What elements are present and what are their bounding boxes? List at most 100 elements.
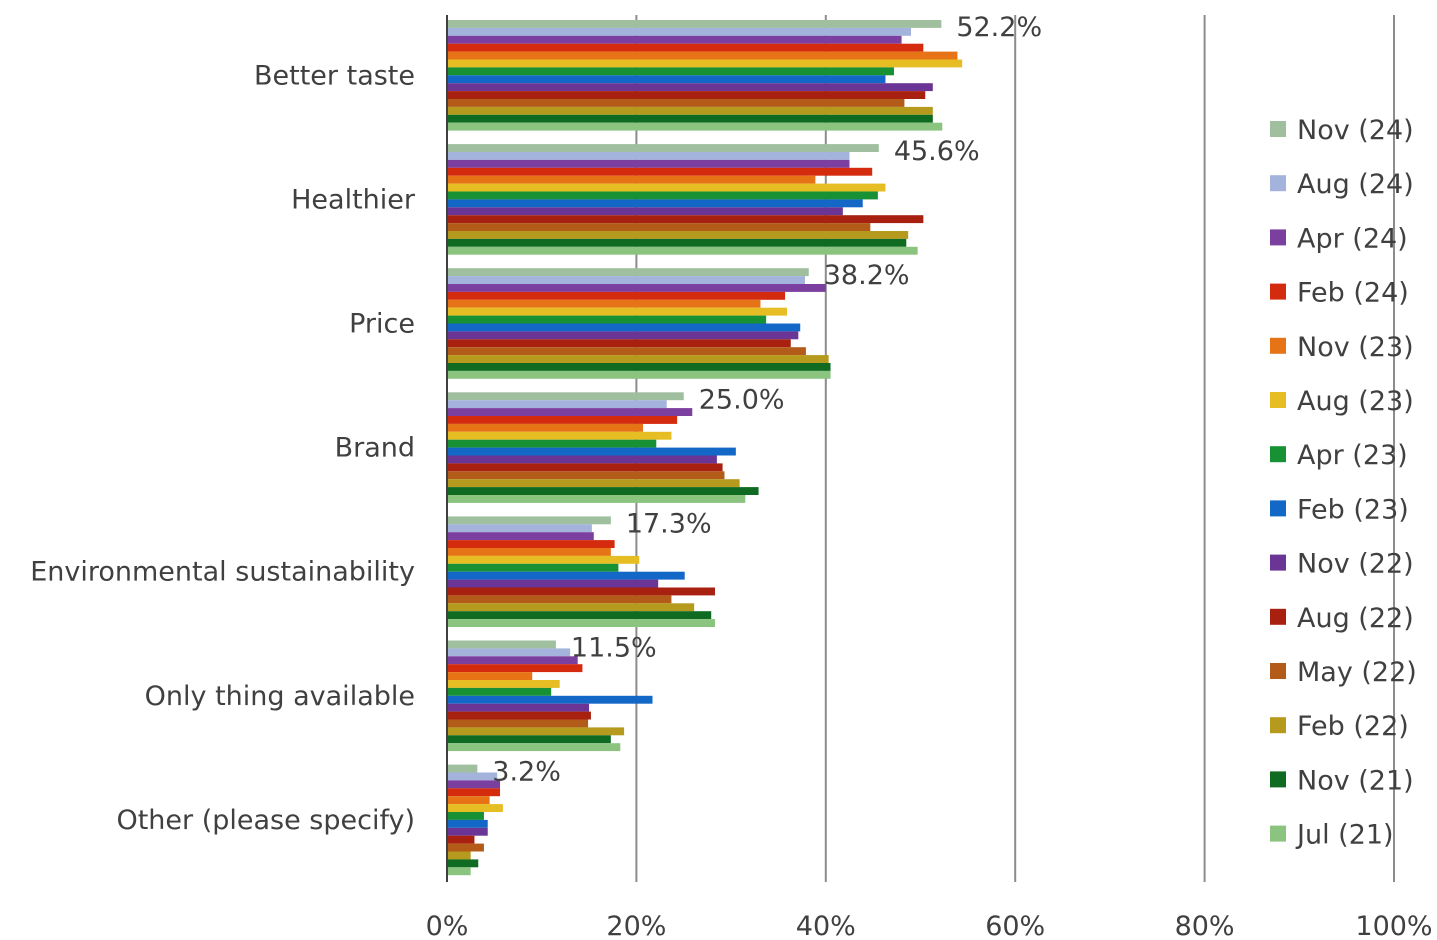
bar [448,246,918,255]
bar [448,495,746,503]
legend-item: Apr (24) [1270,223,1408,254]
bar [448,323,801,332]
legend-label: Apr (24) [1297,223,1408,254]
bar [448,291,786,300]
legend-swatch [1270,283,1286,300]
legend-swatch [1270,825,1286,842]
bar [448,703,590,712]
legend-label: May (22) [1297,657,1417,688]
legend-swatch [1270,392,1286,408]
bar [448,416,678,424]
legend-label: Aug (24) [1297,169,1414,200]
legend-item: May (22) [1270,657,1417,688]
bar [448,122,943,131]
data-label: 52.2% [956,12,1042,43]
legend-item: Nov (24) [1270,115,1414,146]
bar [448,27,912,36]
category-label: Brand [335,433,415,464]
bar [448,780,501,789]
value-axis: 0% 20% 40% 60% 80% 100% [426,15,1433,940]
bar [448,167,873,176]
bar [448,99,905,107]
bar [448,727,625,736]
bar [448,603,695,612]
bar [448,680,560,688]
bar [448,199,863,208]
bar [448,363,831,371]
bar [448,43,924,52]
legend-item: Feb (23) [1270,494,1409,525]
legend-label: Nov (23) [1297,332,1414,363]
bar [448,479,740,488]
bar [448,648,571,657]
bar [448,851,471,860]
legend-item: Jul (21) [1270,820,1394,851]
bar [448,152,850,160]
bar [448,175,816,184]
bar [448,796,490,805]
bar [448,548,611,556]
bar [448,695,653,704]
bar [448,347,806,356]
legend-label: Jul (21) [1295,820,1394,851]
bar [448,91,926,99]
bar [448,859,479,868]
legend-item: Aug (24) [1270,169,1414,200]
bar [448,516,611,525]
bar [448,355,829,363]
bar [448,471,725,480]
bar [448,370,831,379]
category-label: Price [349,309,415,340]
legend-item: Nov (22) [1270,549,1414,580]
bar [448,664,583,673]
bar [448,540,615,548]
bar [448,563,619,572]
category-label: Environmental sustainability [30,557,415,588]
bar [448,59,963,68]
bar [448,579,659,588]
legend-label: Nov (24) [1297,115,1414,146]
data-label: 17.3% [626,508,712,539]
legend-item: Apr (23) [1270,440,1408,471]
legend-swatch [1270,771,1286,788]
legend-label: Nov (21) [1297,765,1414,796]
bar [448,447,736,456]
bar [448,339,791,348]
legend-label: Nov (22) [1297,549,1414,580]
bar [448,191,878,200]
bar [448,20,942,28]
legend: Nov (24) Aug (24) Apr (24) Feb (24) Nov (23)… [1270,115,1417,851]
data-labels: 52.2% 45.6% 38.2% 25.0% 17.3% 11.5% 3.2% [492,12,1042,788]
data-label: 3.2% [492,757,561,788]
x-tick-label: 80% [1175,911,1235,940]
legend-item: Aug (23) [1270,386,1414,417]
bar [448,571,685,580]
bar [448,843,484,852]
x-tick-label: 0% [426,911,469,940]
legend-item: Aug (22) [1270,603,1414,634]
bar [448,672,533,680]
x-tick-label: 60% [985,911,1045,940]
bar [448,423,644,432]
legend-item: Nov (23) [1270,332,1414,363]
bar [448,284,826,292]
legend-item: Feb (22) [1270,711,1409,742]
bar [448,276,805,284]
bar [448,463,723,472]
bar [448,819,488,828]
x-tick-label: 100% [1355,911,1432,940]
bar [448,51,958,60]
bar [448,827,488,836]
bar [448,611,712,620]
legend-label: Aug (22) [1297,603,1414,634]
bar [448,835,475,844]
x-tick-label: 20% [606,911,666,940]
legend-item: Feb (24) [1270,278,1409,309]
bar [448,812,484,820]
legend-label: Feb (24) [1297,278,1409,309]
category-label: Better taste [254,60,415,91]
legend-swatch [1270,500,1286,517]
bar [448,331,799,340]
category-label: Only thing available [145,681,415,712]
bar [448,215,924,224]
